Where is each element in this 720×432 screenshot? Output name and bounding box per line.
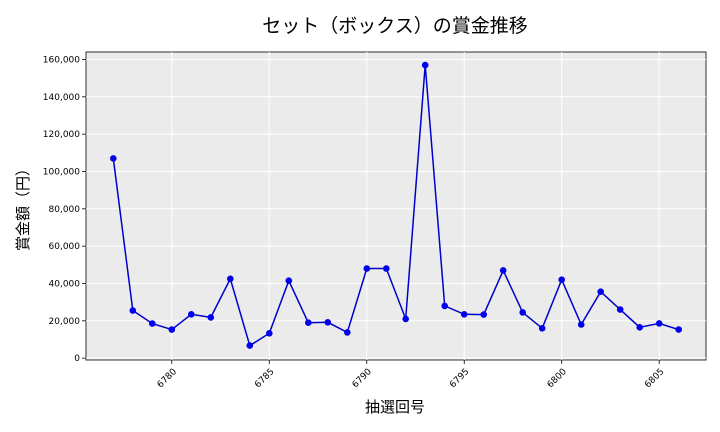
- y-tick-label: 0: [74, 354, 80, 364]
- data-point: [499, 267, 507, 274]
- data-point: [558, 276, 565, 284]
- x-tick-label: 6805: [643, 367, 666, 390]
- data-point: [577, 321, 585, 328]
- data-point: [383, 265, 390, 272]
- data-point: [168, 326, 176, 333]
- y-tick-label: 160,000: [43, 55, 80, 65]
- grid: [86, 52, 706, 360]
- y-axis-title: 賞金額（円）: [14, 161, 32, 251]
- data-point: [421, 61, 429, 69]
- y-tick-label: 140,000: [43, 93, 80, 103]
- x-tick-label: 6785: [253, 367, 276, 390]
- y-tick-label: 60,000: [49, 242, 81, 252]
- data-point: [363, 265, 371, 272]
- x-tick-label: 6790: [351, 367, 374, 390]
- data-point: [149, 320, 156, 327]
- data-point: [266, 330, 273, 337]
- data-point: [616, 306, 624, 313]
- data-point: [636, 324, 643, 331]
- y-axis-ticks: 0 20,000 40,000 60,000 80,000 100,000 120,000 1…: [43, 55, 86, 364]
- y-tick-label: 40,000: [49, 279, 81, 289]
- data-point: [110, 155, 117, 162]
- y-tick-label: 100,000: [43, 167, 80, 177]
- data-point: [246, 342, 254, 349]
- y-tick-label: 20,000: [49, 317, 81, 327]
- data-point: [188, 311, 195, 318]
- data-point: [305, 319, 312, 327]
- data-point: [538, 325, 546, 332]
- y-tick-label: 80,000: [49, 205, 81, 215]
- x-tick-label: 6795: [448, 367, 471, 390]
- data-point: [324, 319, 332, 326]
- x-tick-label: 6780: [156, 367, 179, 390]
- plot-area: [85, 51, 707, 361]
- data-point: [285, 277, 293, 285]
- data-point: [655, 320, 663, 327]
- y-tick-label: 120,000: [43, 130, 80, 140]
- data-point: [402, 315, 410, 323]
- data-point: [441, 302, 449, 310]
- data-point: [480, 311, 488, 318]
- data-point: [519, 309, 526, 316]
- data-point: [207, 314, 215, 321]
- chart-title: セット（ボックス）の賞金推移: [262, 15, 527, 37]
- x-axis-ticks: 6780 6785 6790 6795 6800 6805: [156, 360, 666, 390]
- data-point: [675, 326, 682, 333]
- data-point: [344, 329, 351, 336]
- series-line: [110, 61, 682, 349]
- data-point: [597, 288, 604, 296]
- data-point: [227, 275, 234, 283]
- x-axis-title: 抽選回号: [365, 398, 425, 416]
- data-point: [129, 307, 137, 314]
- data-point: [460, 311, 468, 318]
- x-tick-label: 6800: [546, 367, 569, 390]
